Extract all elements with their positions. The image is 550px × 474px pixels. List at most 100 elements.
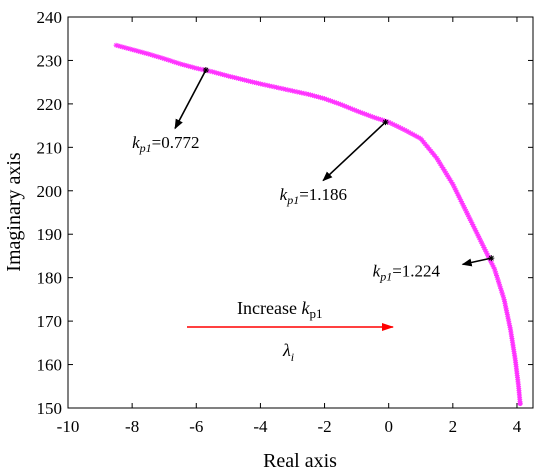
data-point bbox=[316, 94, 322, 100]
data-point bbox=[328, 98, 334, 104]
x-tick-label: -8 bbox=[125, 417, 139, 436]
data-point bbox=[187, 64, 193, 70]
data-point bbox=[450, 181, 456, 187]
data-point bbox=[458, 199, 464, 205]
data-point bbox=[179, 61, 185, 67]
data-point bbox=[402, 127, 408, 133]
data-point bbox=[221, 72, 227, 78]
data-point bbox=[406, 129, 412, 135]
data-point bbox=[227, 74, 233, 80]
data-point bbox=[473, 229, 479, 235]
data-point bbox=[486, 254, 492, 260]
data-point bbox=[215, 70, 221, 76]
data-point bbox=[247, 78, 253, 84]
data-point bbox=[386, 119, 392, 125]
data-point bbox=[376, 116, 382, 122]
data-point bbox=[501, 296, 507, 302]
data-point bbox=[506, 318, 512, 324]
data-point bbox=[177, 61, 183, 67]
data-point bbox=[477, 237, 483, 243]
data-point bbox=[157, 55, 163, 61]
data-point bbox=[498, 286, 504, 292]
data-point bbox=[496, 279, 502, 285]
data-point bbox=[404, 128, 410, 134]
data-point bbox=[167, 58, 173, 64]
data-point bbox=[448, 178, 454, 184]
x-tick-label: -2 bbox=[317, 417, 331, 436]
marked-point-star bbox=[202, 67, 209, 74]
data-point bbox=[437, 161, 443, 167]
data-point bbox=[441, 166, 447, 172]
data-point bbox=[378, 117, 384, 123]
data-point bbox=[255, 80, 261, 86]
data-point bbox=[285, 87, 291, 93]
data-point bbox=[475, 233, 481, 239]
data-point bbox=[444, 172, 450, 178]
data-point bbox=[506, 320, 512, 326]
data-point bbox=[273, 84, 279, 90]
data-point bbox=[269, 83, 275, 89]
data-point bbox=[451, 183, 457, 189]
data-point bbox=[449, 179, 455, 185]
data-point bbox=[396, 124, 402, 130]
data-point bbox=[211, 69, 217, 75]
data-point bbox=[466, 214, 472, 220]
data-point bbox=[342, 103, 348, 109]
data-point bbox=[193, 65, 199, 71]
x-tick-label: -10 bbox=[57, 417, 80, 436]
data-point bbox=[344, 104, 350, 110]
data-point bbox=[488, 258, 494, 264]
y-tick-label: 240 bbox=[37, 8, 63, 27]
data-point bbox=[175, 60, 181, 66]
annotation-arrow bbox=[322, 121, 387, 182]
data-point bbox=[338, 101, 344, 107]
data-point bbox=[469, 220, 475, 226]
data-point bbox=[348, 105, 354, 111]
data-point bbox=[185, 63, 191, 69]
y-axis-label: Imaginary axis bbox=[3, 152, 25, 272]
data-point bbox=[459, 200, 465, 206]
data-point bbox=[398, 125, 404, 131]
data-point bbox=[143, 50, 149, 56]
data-point bbox=[239, 77, 245, 83]
data-point bbox=[496, 281, 502, 287]
data-point bbox=[350, 106, 356, 112]
data-point bbox=[320, 95, 326, 101]
data-point bbox=[445, 174, 451, 180]
data-point bbox=[366, 112, 372, 118]
data-point bbox=[196, 66, 202, 72]
data-point bbox=[467, 216, 473, 222]
data-point bbox=[476, 235, 482, 241]
data-point bbox=[145, 51, 151, 57]
data-point bbox=[133, 48, 139, 54]
data-point bbox=[443, 170, 449, 176]
data-point bbox=[334, 100, 340, 106]
data-point bbox=[471, 223, 477, 229]
y-tick-label: 210 bbox=[37, 138, 63, 157]
data-point bbox=[438, 163, 444, 169]
data-point bbox=[468, 218, 474, 224]
data-point bbox=[392, 122, 398, 128]
data-point bbox=[481, 245, 487, 251]
data-point bbox=[283, 86, 289, 92]
data-point bbox=[485, 252, 491, 258]
data-point bbox=[414, 133, 420, 139]
data-point bbox=[479, 241, 485, 247]
x-tick-label: 2 bbox=[449, 417, 458, 436]
data-point bbox=[330, 98, 336, 104]
data-point bbox=[503, 305, 509, 311]
data-point bbox=[470, 222, 476, 228]
data-point bbox=[505, 314, 511, 320]
data-point bbox=[278, 85, 284, 91]
data-point bbox=[491, 264, 497, 270]
data-point bbox=[455, 191, 461, 197]
annotation-arrow bbox=[461, 257, 492, 267]
data-point bbox=[440, 165, 446, 171]
data-point bbox=[135, 48, 141, 54]
data-point bbox=[495, 277, 501, 283]
data-point bbox=[493, 270, 499, 276]
data-point bbox=[308, 92, 314, 98]
data-point bbox=[260, 81, 266, 87]
data-point bbox=[262, 82, 268, 88]
